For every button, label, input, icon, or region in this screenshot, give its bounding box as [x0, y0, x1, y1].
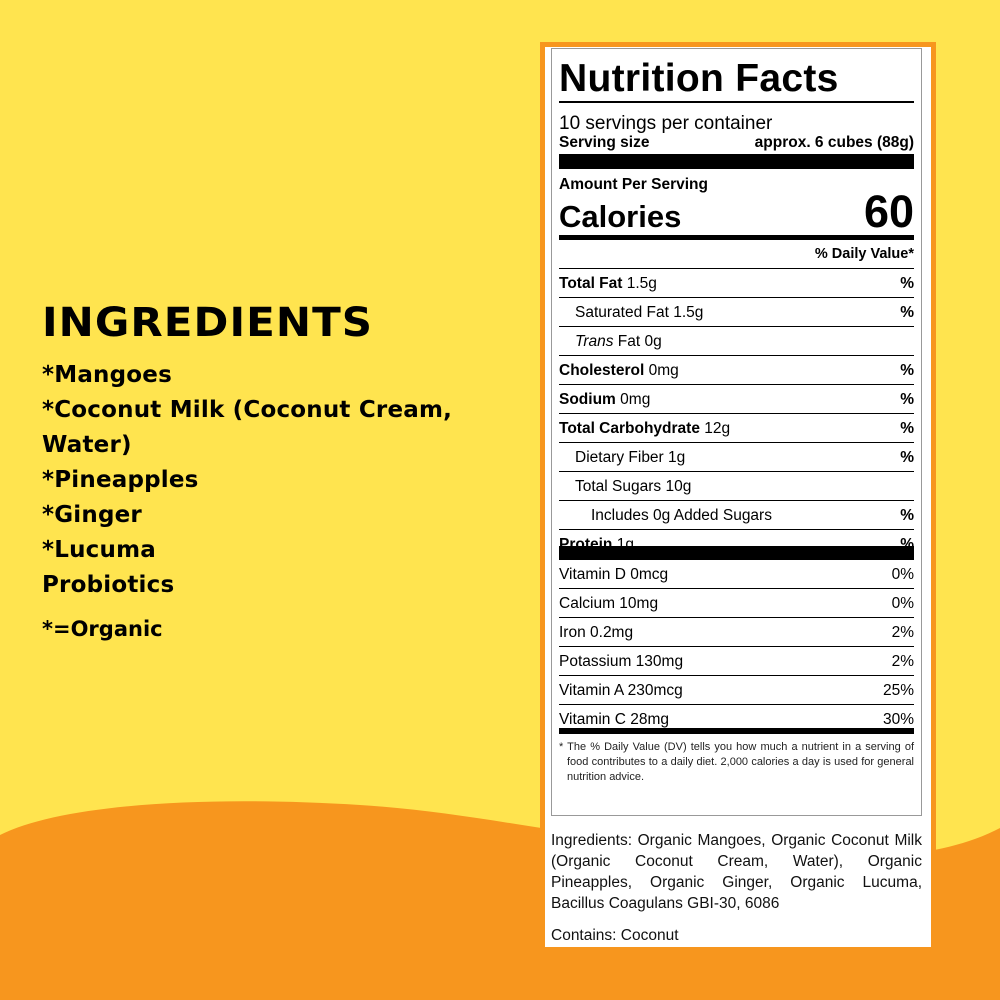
ingredients-section: INGREDIENTS *Mangoes *Coconut Milk (Cocon… [42, 300, 452, 641]
nutrient-name: Total Sugars 10g [559, 472, 691, 500]
organic-note: *=Organic [42, 617, 163, 641]
ingredient-item: Probiotics [42, 572, 175, 598]
nutrient-amount: 0mg [648, 362, 679, 379]
label-panel [545, 47, 931, 947]
allergen-contains: Contains: Coconut [551, 927, 679, 944]
nutrient-daily-value: % [900, 536, 914, 553]
nutrient-row: Cholesterol 0mg% [559, 356, 914, 385]
calories-value: 60 [863, 186, 914, 237]
servings-per-container: 10 servings per container [559, 113, 773, 134]
nutrient-label: Cholesterol [559, 362, 645, 379]
vitamin-daily-value: 0% [891, 566, 914, 583]
ingredient-item: *Lucuma [42, 537, 156, 563]
vitamin-row: Potassium 130mg 2% [559, 647, 914, 676]
nutrient-name: Saturated Fat 1.5g [559, 298, 703, 326]
nutrition-facts-label: Nutrition Facts 10 servings per containe… [551, 48, 922, 816]
vitamin-row: Vitamin D 0mcg 0% [559, 560, 914, 589]
nutrient-amount: 1.5g [673, 304, 704, 321]
nutrient-daily-value: % [900, 391, 914, 408]
vitamin-daily-value: 30% [882, 711, 914, 728]
nutrient-amount: 1g [668, 449, 686, 466]
nutrient-label: Saturated Fat [575, 304, 669, 321]
vitamin-name: Vitamin A 230mcg [559, 682, 683, 699]
nutrient-name: Cholesterol 0mg [559, 356, 679, 384]
nutrient-label: Protein [559, 536, 613, 553]
ingredient-item: *Mangoes [42, 362, 172, 388]
nutrient-label: Dietary Fiber [575, 449, 664, 466]
vitamin-daily-value: 2% [891, 624, 914, 641]
nutrient-label: Sodium [559, 391, 616, 408]
nutrient-label: Total Carbohydrate [559, 420, 700, 437]
ingredients-text: Ingredients: Organic Mangoes, Organic Co… [551, 832, 922, 912]
nutrient-row: Saturated Fat 1.5g% [559, 298, 914, 327]
vitamin-row: Calcium 10mg 0% [559, 589, 914, 618]
nutrient-name: Dietary Fiber 1g [559, 443, 685, 471]
calories-label: Calories [559, 199, 682, 234]
ingredient-item: *Ginger [42, 502, 142, 528]
nutrient-row: Sodium 0mg% [559, 385, 914, 414]
nutrient-daily-value: % [900, 304, 914, 321]
ingredient-item: Water) [42, 432, 132, 458]
serving-size-value: approx. 6 cubes (88g) [754, 134, 914, 151]
ingredient-item: *Coconut Milk (Coconut Cream, [42, 397, 453, 423]
vitamin-daily-value: 2% [891, 653, 914, 670]
nutrient-name: Total Carbohydrate 12g [559, 414, 730, 442]
vitamin-row: Iron 0.2mg 2% [559, 618, 914, 647]
nutrient-amount: 10g [665, 478, 692, 495]
nutrient-row: Protein 1g% [559, 530, 914, 560]
nutrient-amount: 12g [704, 420, 731, 437]
ingredients-heading: INGREDIENTS [42, 300, 374, 346]
nutrient-daily-value: % [900, 362, 914, 379]
vitamin-row: Vitamin A 230mcg 25% [559, 676, 914, 705]
nutrient-amount: 1g [616, 536, 634, 553]
serving-size-label: Serving size [559, 134, 650, 151]
ingredient-item: *Pineapples [42, 467, 199, 493]
nutrient-amount: 0g [644, 333, 662, 350]
nutrient-row: Total Sugars 10g [559, 472, 914, 501]
nutrient-label: Trans [575, 333, 614, 350]
vitamin-name: Potassium 130mg [559, 653, 684, 670]
nutrient-name: Includes 0g Added Sugars [559, 501, 772, 529]
amount-per-serving: Amount Per Serving [559, 176, 708, 193]
nutrient-row: Includes 0g Added Sugars% [559, 501, 914, 530]
nutrient-amount: 1.5g [626, 275, 657, 292]
nutrient-label-suffix: Fat [617, 333, 641, 350]
nutrient-name: Trans Fat 0g [559, 327, 662, 355]
nutrient-name: Sodium 0mg [559, 385, 650, 413]
vitamin-name: Calcium 10mg [559, 595, 659, 612]
nutrient-row: Total Fat 1.5g% [559, 269, 914, 298]
nutrient-name: Protein 1g [559, 530, 634, 553]
nutrient-name: Total Fat 1.5g [559, 269, 657, 297]
vitamin-name: Vitamin D 0mcg [559, 566, 669, 583]
calories-row: Calories 60 [559, 189, 914, 240]
vitamin-daily-value: 0% [891, 595, 914, 612]
nutrient-label: Total Sugars [575, 478, 662, 495]
vitamin-name: Vitamin C 28mg [559, 711, 669, 728]
nutrient-row: Trans Fat 0g [559, 327, 914, 356]
nutrient-row: Total Carbohydrate 12g% [559, 414, 914, 443]
nutrient-daily-value: % [900, 275, 914, 292]
label-title: Nutrition Facts [559, 59, 914, 103]
nutrient-amount: 0mg [620, 391, 651, 408]
nutrient-daily-value: % [900, 507, 914, 524]
nutrient-row: Dietary Fiber 1g% [559, 443, 914, 472]
vitamin-daily-value: 25% [882, 682, 914, 699]
nutrient-daily-value: % [900, 449, 914, 466]
vitamin-name: Iron 0.2mg [559, 624, 634, 641]
nutrient-label: Total Fat [559, 275, 623, 292]
vitamin-row: Vitamin C 28mg 30% [559, 705, 914, 734]
footnote: * The % Daily Value (DV) tells you how m… [559, 741, 914, 783]
nutrient-daily-value: % [900, 420, 914, 437]
nutrient-label: Includes 0g Added Sugars [591, 507, 772, 524]
serving-size: Serving size approx. 6 cubes (88g) [559, 134, 914, 169]
daily-value-header: % Daily Value* [559, 240, 914, 269]
